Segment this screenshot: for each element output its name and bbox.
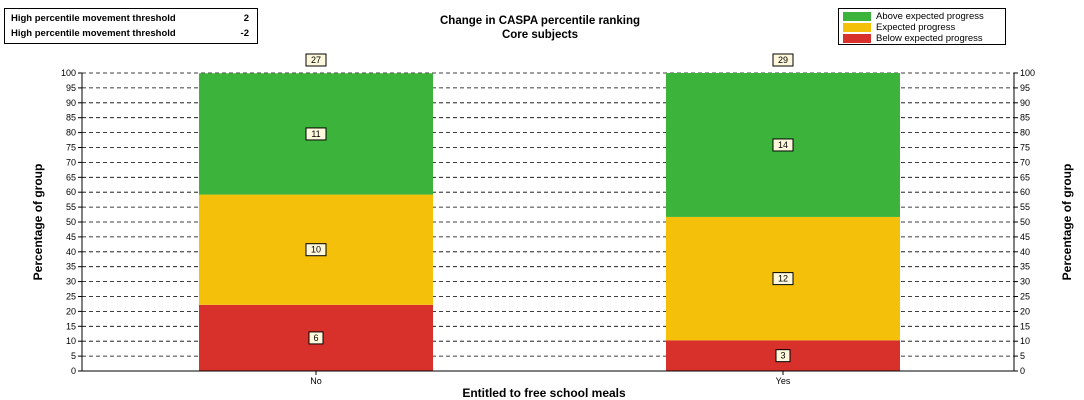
y-tick-label-right: 20 <box>1020 306 1030 316</box>
legend-swatch-expected <box>843 23 871 32</box>
y-axis-title-left: Percentage of group <box>31 164 45 281</box>
total-label-box <box>305 53 327 67</box>
threshold-value: 2 <box>243 13 249 24</box>
legend-swatch-above <box>843 12 871 21</box>
data-label: 6 <box>313 333 318 343</box>
data-label: 10 <box>311 245 321 255</box>
y-tick-label-left: 100 <box>61 68 76 78</box>
x-tick-label: Yes <box>776 376 791 386</box>
y-tick-label-right: 70 <box>1020 157 1030 167</box>
data-label: 12 <box>778 274 788 284</box>
chart-title: Change in CASPA percentile ranking <box>439 15 640 27</box>
total-label-box <box>772 53 794 67</box>
y-tick-label-right: 80 <box>1020 128 1030 138</box>
legend: Above expected progress Expected progres… <box>838 8 1006 45</box>
y-tick-label-left: 15 <box>66 321 76 331</box>
y-tick-label-right: 65 <box>1020 172 1030 182</box>
y-tick-label-right: 40 <box>1020 247 1030 257</box>
y-tick-label-left: 50 <box>66 217 76 227</box>
y-tick-label-left: 85 <box>66 113 76 123</box>
y-tick-label-right: 45 <box>1020 232 1030 242</box>
chart-subtitle: Core subjects <box>501 29 579 41</box>
y-tick-label-right: 100 <box>1020 68 1035 78</box>
y-tick-label-right: 50 <box>1020 217 1030 227</box>
y-axis-title-right: Percentage of group <box>1060 164 1074 281</box>
y-tick-label-right: 10 <box>1020 336 1030 346</box>
y-tick-label-right: 35 <box>1020 262 1030 272</box>
y-tick-label-right: 5 <box>1020 351 1025 361</box>
y-tick-label-left: 25 <box>66 292 76 302</box>
threshold-row-low: High percentile movement threshold -2 <box>11 27 249 41</box>
y-tick-label-left: 30 <box>66 277 76 287</box>
data-label-box <box>775 349 791 363</box>
data-label: 14 <box>778 140 788 150</box>
y-tick-label-right: 30 <box>1020 277 1030 287</box>
data-label-box <box>308 331 324 345</box>
y-tick-label-left: 45 <box>66 232 76 242</box>
data-label-box <box>305 127 327 141</box>
threshold-label: High percentile movement threshold <box>11 28 176 39</box>
x-tick-label: No <box>310 376 322 386</box>
chart-title-block: Change in CASPA percentile ranking Core … <box>390 14 690 42</box>
threshold-label: High percentile movement threshold <box>11 13 176 24</box>
threshold-row-high: High percentile movement threshold 2 <box>11 12 249 26</box>
y-tick-label-right: 0 <box>1020 366 1025 376</box>
y-tick-label-right: 60 <box>1020 187 1030 197</box>
y-tick-label-left: 60 <box>66 187 76 197</box>
data-label-box <box>772 138 794 152</box>
y-tick-label-left: 5 <box>71 351 76 361</box>
x-axis-title: Entitled to free school meals <box>462 386 626 400</box>
y-tick-label-left: 70 <box>66 157 76 167</box>
y-tick-label-right: 15 <box>1020 321 1030 331</box>
y-tick-label-right: 90 <box>1020 98 1030 108</box>
y-tick-label-left: 0 <box>71 366 76 376</box>
legend-swatch-below <box>843 34 871 43</box>
y-tick-label-left: 80 <box>66 128 76 138</box>
data-label-box <box>305 243 327 257</box>
y-tick-label-left: 10 <box>66 336 76 346</box>
y-tick-label-right: 25 <box>1020 292 1030 302</box>
data-label: 3 <box>780 351 785 361</box>
threshold-box: High percentile movement threshold 2 Hig… <box>4 8 258 44</box>
y-tick-label-left: 90 <box>66 98 76 108</box>
threshold-value: -2 <box>240 28 249 39</box>
legend-label: Expected progress <box>876 22 956 33</box>
total-label: 29 <box>778 55 788 65</box>
y-tick-label-left: 75 <box>66 143 76 153</box>
data-label: 11 <box>311 129 320 139</box>
data-label-box <box>772 272 794 286</box>
y-tick-label-left: 65 <box>66 172 76 182</box>
y-tick-label-right: 95 <box>1020 83 1030 93</box>
total-label: 27 <box>311 55 321 65</box>
y-tick-label-right: 55 <box>1020 202 1030 212</box>
legend-label: Below expected progress <box>876 33 983 44</box>
y-tick-label-left: 35 <box>66 262 76 272</box>
y-tick-label-left: 20 <box>66 306 76 316</box>
y-tick-label-left: 40 <box>66 247 76 257</box>
y-tick-label-left: 95 <box>66 83 76 93</box>
y-tick-label-right: 75 <box>1020 143 1030 153</box>
y-tick-label-left: 55 <box>66 202 76 212</box>
y-tick-label-right: 85 <box>1020 113 1030 123</box>
legend-label: Above expected progress <box>876 11 984 22</box>
